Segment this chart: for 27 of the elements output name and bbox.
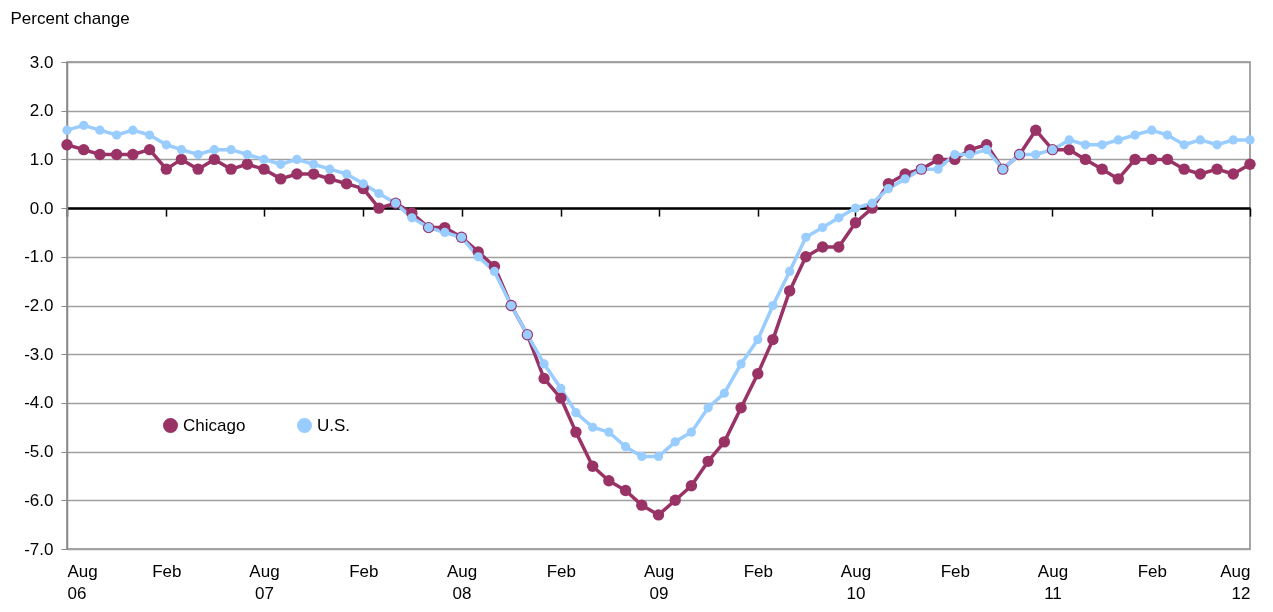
y-tick-label: -7.0 [24, 539, 54, 559]
x-tick-label: Aug 06 [67, 561, 98, 603]
x-tick-label: Aug 09 [643, 561, 675, 603]
y-tick-label: -5.0 [24, 442, 54, 462]
x-tick-label: Aug 08 [446, 561, 478, 603]
y-axis-title: Percent change [10, 8, 130, 28]
y-tick-label: -1.0 [24, 247, 54, 267]
x-tick-label: Feb [349, 561, 379, 581]
x-tick-label: Feb [152, 561, 182, 581]
x-tick-label: Aug 10 [840, 561, 872, 603]
x-tick-label: Aug 07 [249, 561, 280, 603]
y-tick-label: -6.0 [24, 490, 54, 510]
legend-label: Chicago [183, 415, 246, 435]
x-tick-label: Aug 12 [1220, 561, 1251, 603]
x-tick-label: Feb [546, 561, 576, 581]
y-tick-label: -3.0 [24, 344, 54, 364]
y-tick-label: 2.0 [29, 101, 54, 121]
y-tick-label: 0.0 [29, 198, 54, 218]
x-tick-label: Feb [743, 561, 773, 581]
x-tick-label: Feb [1137, 561, 1167, 581]
y-tick-label: 1.0 [29, 149, 54, 169]
y-tick-label: -4.0 [24, 393, 54, 413]
y-tick-label: -2.0 [24, 296, 54, 315]
x-tick-label: Feb [940, 561, 970, 581]
legend-label: U.S. [317, 415, 351, 435]
x-tick-label: Aug 11 [1037, 561, 1069, 603]
y-tick-label: 3.0 [29, 52, 54, 72]
